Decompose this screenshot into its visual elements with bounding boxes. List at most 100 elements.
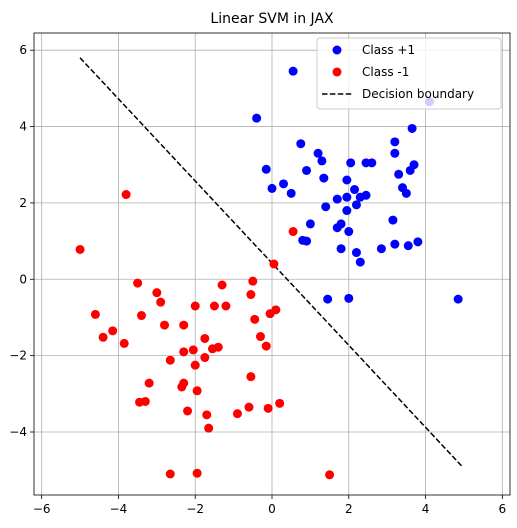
point-class-pos	[390, 149, 399, 158]
point-class-pos	[262, 165, 271, 174]
point-class-pos	[314, 149, 323, 158]
x-tick-label: 6	[499, 502, 507, 516]
data-points	[76, 67, 463, 480]
point-class-pos	[298, 236, 307, 245]
point-class-neg	[76, 245, 85, 254]
point-class-neg	[160, 321, 169, 330]
point-class-neg	[289, 227, 298, 236]
x-tick-label: −2	[186, 502, 204, 516]
point-class-pos	[356, 258, 365, 267]
point-class-pos	[287, 189, 296, 198]
point-class-neg	[152, 288, 161, 297]
point-class-pos	[413, 237, 422, 246]
point-class-neg	[221, 302, 230, 311]
point-class-pos	[388, 216, 397, 225]
point-class-neg	[202, 410, 211, 419]
point-class-pos	[296, 139, 305, 148]
point-class-neg	[256, 332, 265, 341]
point-class-pos	[352, 200, 361, 209]
point-class-pos	[454, 295, 463, 304]
point-class-neg	[218, 281, 227, 290]
point-class-neg	[250, 315, 259, 324]
point-class-neg	[210, 302, 219, 311]
point-class-pos	[289, 67, 298, 76]
point-class-pos	[367, 158, 376, 167]
point-class-neg	[99, 333, 108, 342]
point-class-pos	[394, 170, 403, 179]
point-class-pos	[402, 189, 411, 198]
legend-label-boundary: Decision boundary	[362, 87, 474, 101]
legend-label-class-pos: Class +1	[362, 43, 415, 57]
point-class-neg	[122, 190, 131, 199]
point-class-neg	[189, 345, 198, 354]
point-class-pos	[302, 166, 311, 175]
point-class-neg	[204, 424, 213, 433]
point-class-pos	[362, 191, 371, 200]
point-class-pos	[344, 294, 353, 303]
x-tick-label: −4	[110, 502, 128, 516]
point-class-pos	[342, 176, 351, 185]
point-class-neg	[120, 339, 129, 348]
point-class-pos	[252, 114, 261, 123]
point-class-neg	[246, 372, 255, 381]
point-class-pos	[342, 206, 351, 215]
x-tick-label: 0	[268, 502, 276, 516]
point-class-neg	[193, 469, 202, 478]
point-class-pos	[323, 295, 332, 304]
point-class-neg	[200, 334, 209, 343]
point-class-pos	[337, 244, 346, 253]
legend: Class +1 Class -1 Decision boundary	[317, 38, 501, 109]
point-class-pos	[346, 158, 355, 167]
y-tick-label: 6	[19, 43, 27, 57]
point-class-neg	[183, 407, 192, 416]
point-class-pos	[268, 184, 277, 193]
point-class-neg	[244, 403, 253, 412]
point-class-neg	[145, 379, 154, 388]
point-class-pos	[333, 195, 342, 204]
point-class-pos	[350, 185, 359, 194]
point-class-pos	[321, 202, 330, 211]
point-class-pos	[408, 124, 417, 133]
point-class-pos	[352, 248, 361, 257]
legend-marker-class-pos	[333, 46, 342, 55]
point-class-neg	[325, 470, 334, 479]
point-class-pos	[377, 244, 386, 253]
point-class-neg	[179, 347, 188, 356]
point-class-neg	[233, 409, 242, 418]
point-class-neg	[91, 310, 100, 319]
point-class-pos	[317, 156, 326, 165]
y-tick-label: 0	[19, 272, 27, 286]
point-class-neg	[108, 326, 117, 335]
point-class-pos	[404, 241, 413, 250]
point-class-neg	[135, 398, 144, 407]
point-class-neg	[191, 361, 200, 370]
point-class-pos	[390, 137, 399, 146]
y-tick-label: −4	[9, 425, 27, 439]
point-class-neg	[137, 311, 146, 320]
point-class-neg	[177, 382, 186, 391]
point-class-neg	[269, 260, 278, 269]
point-class-neg	[166, 356, 175, 365]
point-class-neg	[266, 309, 275, 318]
point-class-neg	[133, 279, 142, 288]
point-class-neg	[248, 277, 257, 286]
x-tick-label: −6	[33, 502, 51, 516]
point-class-neg	[275, 399, 284, 408]
point-class-neg	[200, 353, 209, 362]
point-class-neg	[264, 404, 273, 413]
point-class-neg	[262, 342, 271, 351]
point-class-pos	[344, 227, 353, 236]
chart-title: Linear SVM in JAX	[210, 11, 334, 27]
series-class-neg	[76, 190, 335, 479]
point-class-pos	[337, 219, 346, 228]
y-tick-label: 2	[19, 196, 27, 210]
point-class-neg	[156, 298, 165, 307]
point-class-neg	[246, 290, 255, 299]
point-class-neg	[193, 386, 202, 395]
legend-label-class-neg: Class -1	[362, 65, 409, 79]
point-class-neg	[179, 321, 188, 330]
y-tick-label: −2	[9, 349, 27, 363]
point-class-pos	[279, 179, 288, 188]
